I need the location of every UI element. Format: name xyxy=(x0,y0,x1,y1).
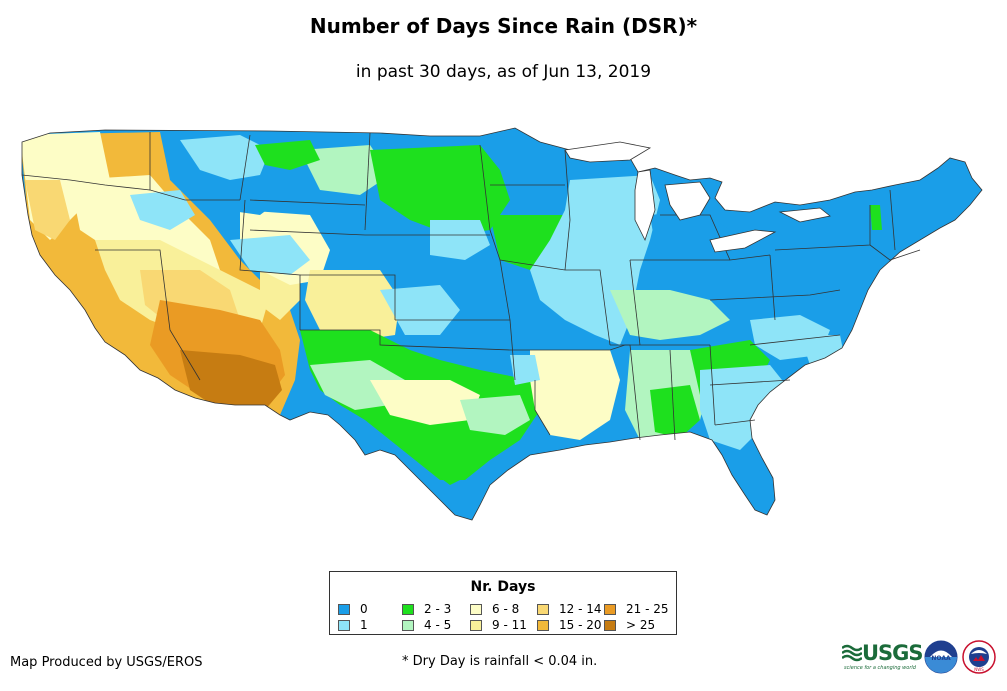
legend-swatch xyxy=(470,619,482,631)
dry-day-footnote: * Dry Day is rainfall < 0.04 in. xyxy=(402,654,598,669)
legend-item-0: 0 xyxy=(338,602,368,616)
legend-item-9: > 25 xyxy=(604,618,655,632)
legend-label: 4 - 5 xyxy=(424,618,452,632)
legend-label: 21 - 25 xyxy=(626,602,669,616)
legend-item-5: 9 - 11 xyxy=(470,618,527,632)
noaa-logo-icon: NOAA xyxy=(924,640,958,674)
legend-swatch xyxy=(537,619,549,631)
legend-label: 0 xyxy=(360,602,368,616)
legend-item-4: 6 - 8 xyxy=(470,602,519,616)
legend-swatch xyxy=(338,603,350,615)
legend-item-8: 21 - 25 xyxy=(604,602,669,616)
producer-credit: Map Produced by USGS/EROS xyxy=(10,655,203,670)
map-title: Number of Days Since Rain (DSR)* xyxy=(309,14,698,38)
legend-swatch xyxy=(604,619,616,631)
legend-label: 9 - 11 xyxy=(492,618,527,632)
legend-swatch xyxy=(338,619,350,631)
legend-swatch xyxy=(604,603,616,615)
noaa-text: NOAA xyxy=(931,655,951,662)
legend-label: 6 - 8 xyxy=(492,602,520,616)
legend-label: 2 - 3 xyxy=(424,602,452,616)
nws-text: NWS xyxy=(974,667,984,672)
legend-item-3: 4 - 5 xyxy=(402,618,451,632)
legend-item-2: 2 - 3 xyxy=(402,602,451,616)
legend: Nr. Days 0 1 2 - 3 4 - 5 6 - 8 9 - 11 12… xyxy=(329,571,677,635)
usgs-tagline: science for a changing world xyxy=(844,665,916,671)
legend-item-1: 1 xyxy=(338,618,368,632)
legend-label: 1 xyxy=(360,618,368,632)
usgs-logo: USGS science for a changing world xyxy=(842,641,924,671)
legend-label: 12 - 14 xyxy=(559,602,602,616)
legend-swatch xyxy=(402,603,414,615)
map-subtitle: in past 30 days, as of Jun 13, 2019 xyxy=(355,62,652,82)
us-dsr-map xyxy=(21,127,983,521)
usgs-waves-icon xyxy=(842,644,862,662)
legend-item-6: 12 - 14 xyxy=(537,602,602,616)
nws-logo-icon: NWS xyxy=(962,640,996,674)
legend-swatch xyxy=(402,619,414,631)
legend-label: > 25 xyxy=(626,618,656,632)
legend-swatch xyxy=(537,603,549,615)
legend-label: 15 - 20 xyxy=(559,618,602,632)
legend-swatch xyxy=(470,603,482,615)
legend-item-7: 15 - 20 xyxy=(537,618,602,632)
usgs-wordmark: USGS xyxy=(862,641,924,665)
legend-title: Nr. Days xyxy=(470,579,536,595)
